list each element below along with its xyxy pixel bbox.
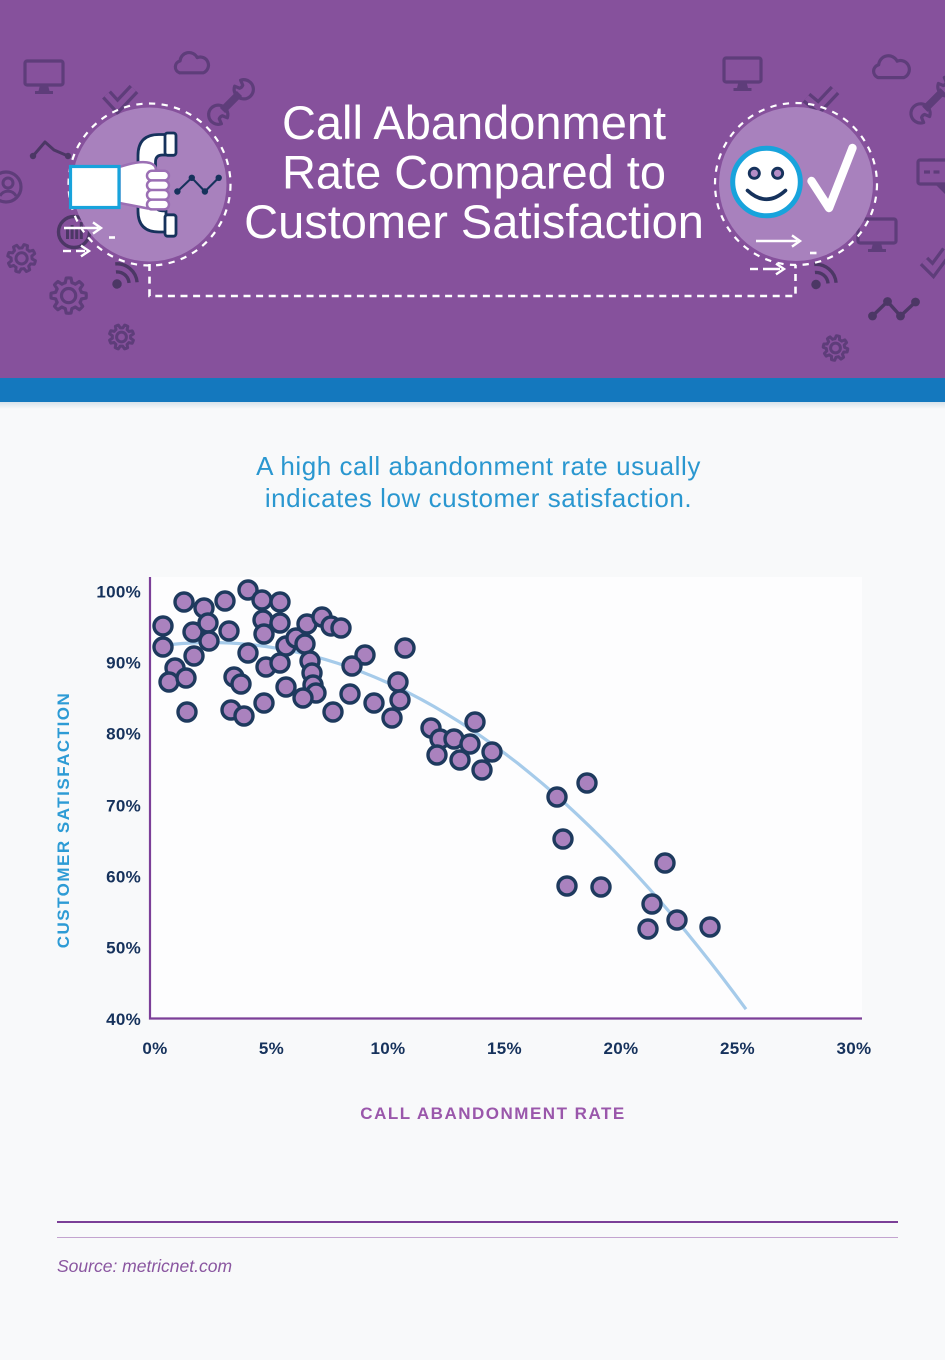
svg-text:15%: 15% bbox=[487, 1039, 522, 1058]
svg-text:5%: 5% bbox=[259, 1039, 284, 1058]
svg-text:90%: 90% bbox=[106, 654, 141, 673]
svg-text:80%: 80% bbox=[106, 725, 141, 744]
svg-text:CUSTOMER SATISFACTION: CUSTOMER SATISFACTION bbox=[54, 692, 73, 949]
svg-text:20%: 20% bbox=[604, 1039, 639, 1058]
svg-text:10%: 10% bbox=[371, 1039, 406, 1058]
svg-text:25%: 25% bbox=[720, 1039, 755, 1058]
svg-text:30%: 30% bbox=[837, 1039, 872, 1058]
svg-text:60%: 60% bbox=[106, 868, 141, 887]
svg-text:Customer Satisfaction: Customer Satisfaction bbox=[244, 195, 704, 248]
svg-text:Call Abandonment: Call Abandonment bbox=[282, 96, 666, 149]
svg-text:CALL ABANDONMENT RATE: CALL ABANDONMENT RATE bbox=[360, 1104, 625, 1123]
svg-text:100%: 100% bbox=[96, 583, 141, 602]
svg-text:70%: 70% bbox=[106, 797, 141, 816]
svg-text:50%: 50% bbox=[106, 939, 141, 958]
svg-text:0%: 0% bbox=[142, 1039, 167, 1058]
svg-text:Rate Compared to: Rate Compared to bbox=[282, 146, 666, 199]
svg-text:40%: 40% bbox=[106, 1010, 141, 1029]
